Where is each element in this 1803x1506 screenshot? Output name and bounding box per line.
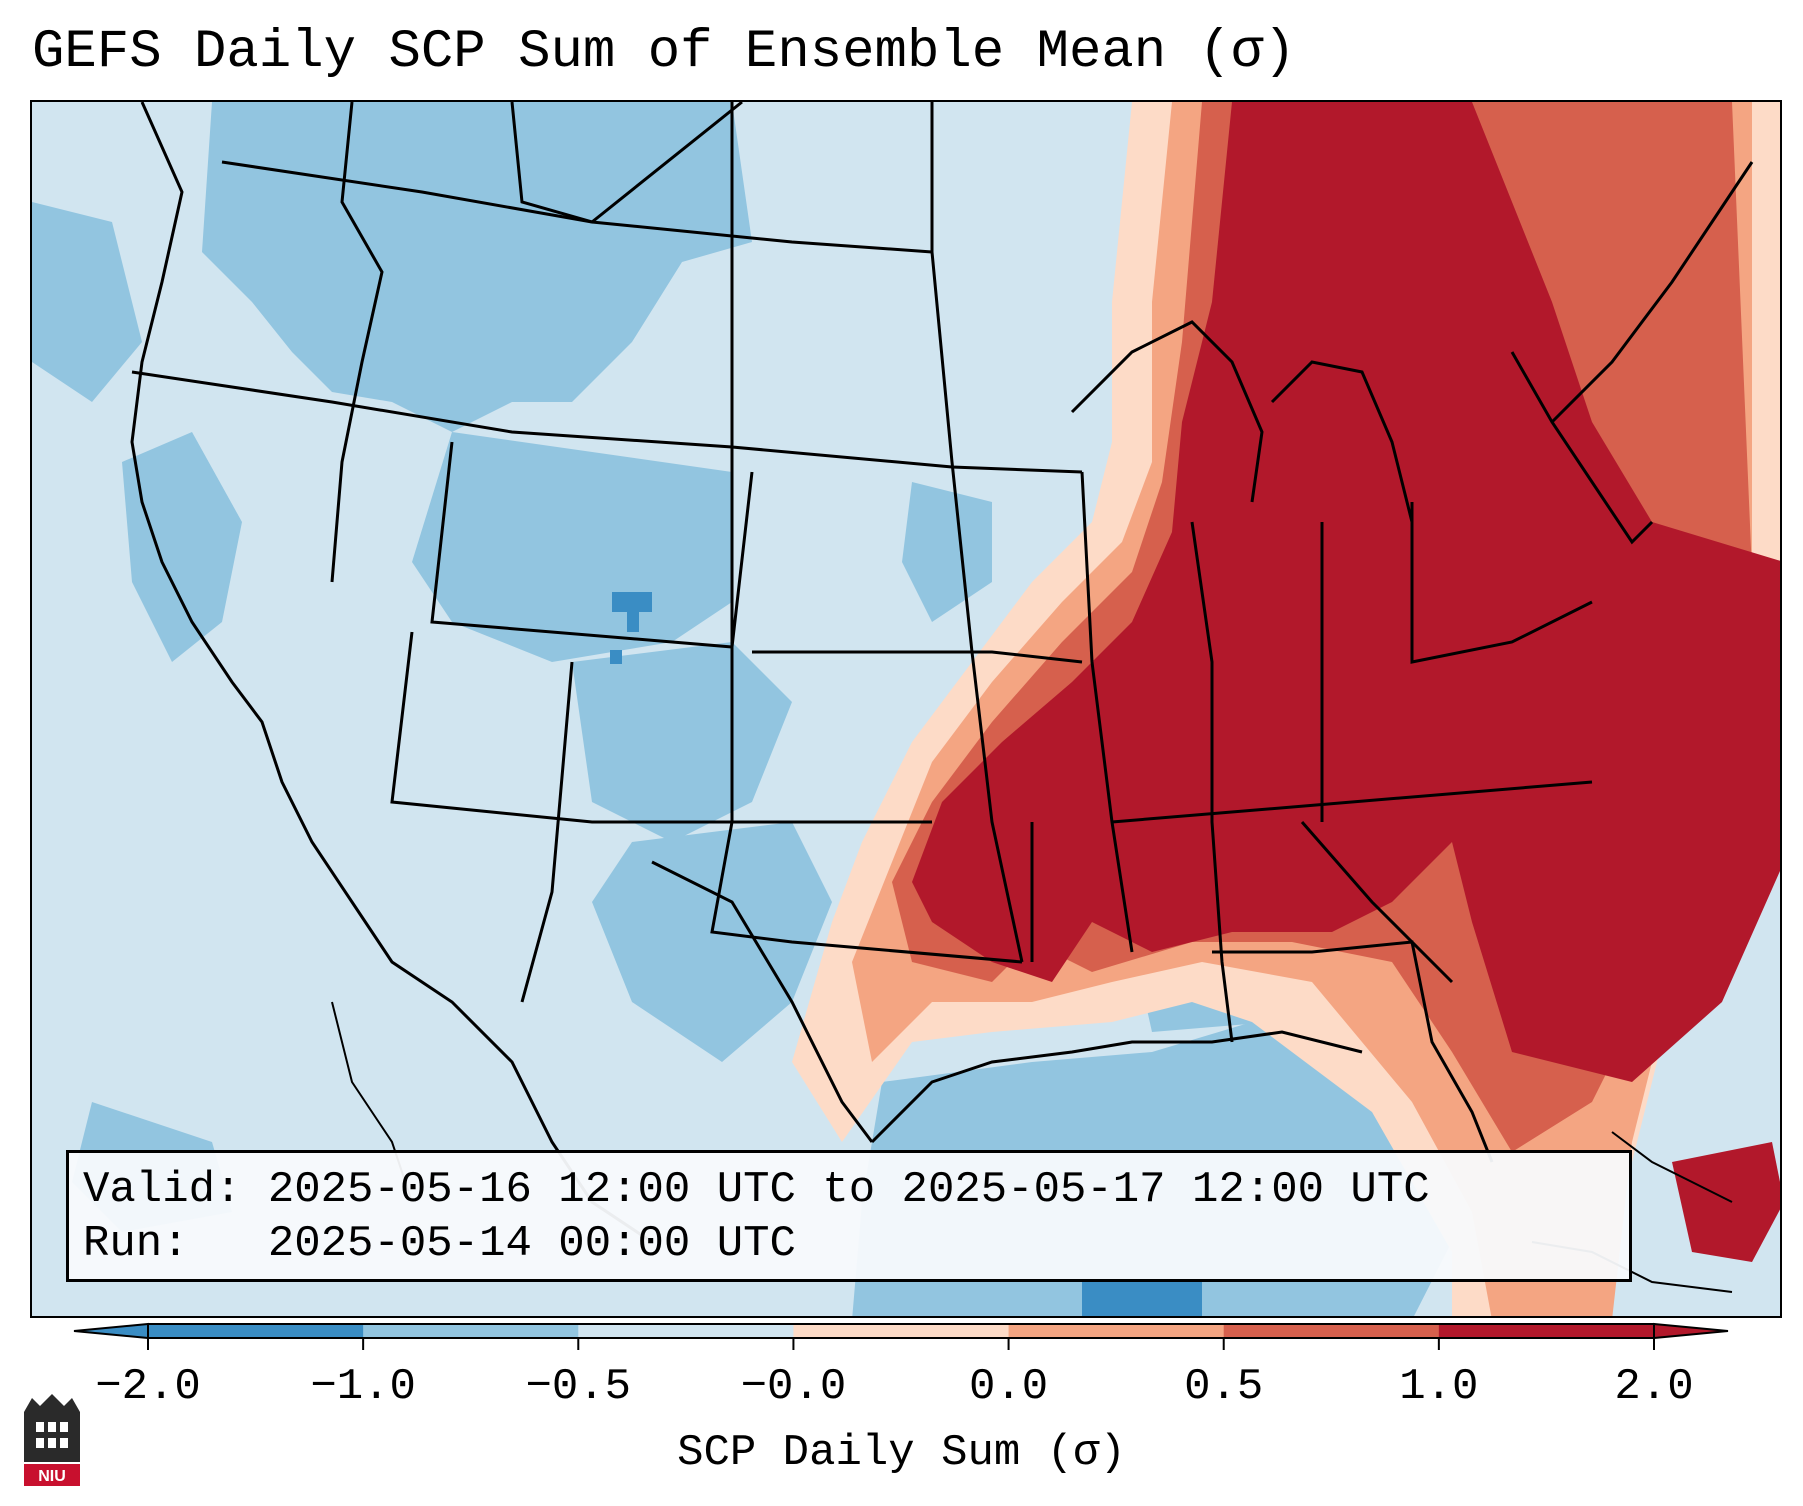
map-panel <box>30 100 1782 1318</box>
colorbar-segment <box>578 1324 794 1338</box>
colorbar-outline <box>147 1323 1655 1339</box>
colorbar-extend-high <box>1653 1322 1729 1340</box>
colorbar-segment <box>363 1324 579 1338</box>
run-label: Run: <box>83 1219 189 1269</box>
valid-value: 2025-05-16 12:00 UTC to 2025-05-17 12:00… <box>267 1165 1430 1215</box>
state-boundaries <box>130 102 1754 1244</box>
colorbar-segment <box>1223 1324 1440 1338</box>
colorbar-tick-label: −1.0 <box>310 1362 416 1412</box>
colorbar-tick-label: −2.0 <box>95 1362 201 1412</box>
colorbar <box>73 1322 1729 1350</box>
colorbar-segment <box>1008 1324 1225 1338</box>
run-value: 2025-05-14 00:00 UTC <box>267 1219 796 1269</box>
colorbar-tick-label: 1.0 <box>1399 1362 1479 1412</box>
colorbar-tick-label: 2.0 <box>1614 1362 1694 1412</box>
colorbar-tick-label: 0.5 <box>1184 1362 1264 1412</box>
university-logo-icon: NIU <box>24 1394 80 1486</box>
colorbar-segment <box>148 1324 364 1338</box>
colorbar-tick-label: −0.5 <box>525 1362 632 1412</box>
logo-text: NIU <box>38 1468 66 1485</box>
map-canvas <box>32 102 1780 1316</box>
colorbar-segment <box>1438 1324 1655 1338</box>
colorbar-label: SCP Daily Sum (σ) <box>677 1428 1126 1478</box>
positive-anomaly-regions <box>792 102 1780 1316</box>
colorbar-tick-label: −0.0 <box>740 1362 847 1412</box>
colorbar-tick-label: 0.0 <box>968 1362 1049 1412</box>
strong-negative-spots <box>610 592 1202 1316</box>
colorbar-extend-low <box>73 1322 149 1340</box>
valid-run-info-box: Valid: 2025-05-16 12:00 UTC to 2025-05-1… <box>66 1150 1632 1282</box>
valid-label: Valid: <box>83 1165 242 1215</box>
chart-title: GEFS Daily SCP Sum of Ensemble Mean (σ) <box>32 22 1296 83</box>
colorbar-segment <box>793 1324 1010 1338</box>
